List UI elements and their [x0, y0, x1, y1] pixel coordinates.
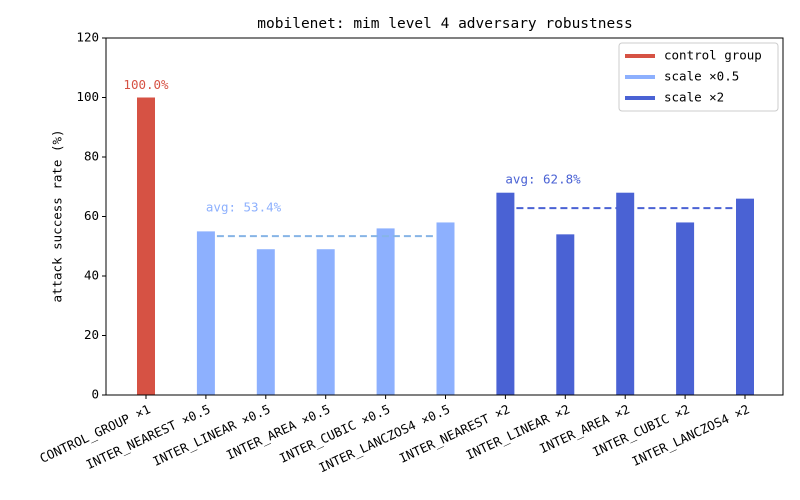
y-tick-label: 0: [91, 387, 99, 402]
average-label: avg: 62.8%: [505, 172, 581, 187]
bar: [496, 192, 515, 395]
bar: [616, 192, 635, 395]
bar: [316, 249, 335, 395]
bar: [196, 231, 215, 395]
bar: [676, 222, 695, 395]
y-axis-label: attack success rate (%): [50, 129, 65, 302]
bar: [436, 222, 455, 395]
bar: [137, 97, 155, 395]
y-tick-label: 120: [76, 30, 99, 45]
bar: [256, 249, 275, 395]
chart-title: mobilenet: mim level 4 adversary robustn…: [257, 16, 632, 32]
legend-box: [618, 42, 779, 112]
legend-label: control group: [664, 48, 762, 63]
plot-frame: [105, 37, 784, 396]
data-label: 100.0%: [123, 77, 169, 92]
bar: [556, 234, 575, 395]
y-tick-label: 80: [84, 149, 99, 164]
bar: [736, 198, 754, 395]
legend-label: scale ×0.5: [664, 69, 739, 84]
y-tick-label: 60: [84, 208, 99, 223]
bar: [376, 228, 395, 395]
average-label: avg: 53.4%: [206, 200, 282, 215]
legend-label: scale ×2: [664, 90, 724, 105]
y-tick-label: 100: [76, 89, 99, 104]
y-tick-label: 20: [84, 327, 99, 342]
y-tick-label: 40: [84, 268, 99, 283]
